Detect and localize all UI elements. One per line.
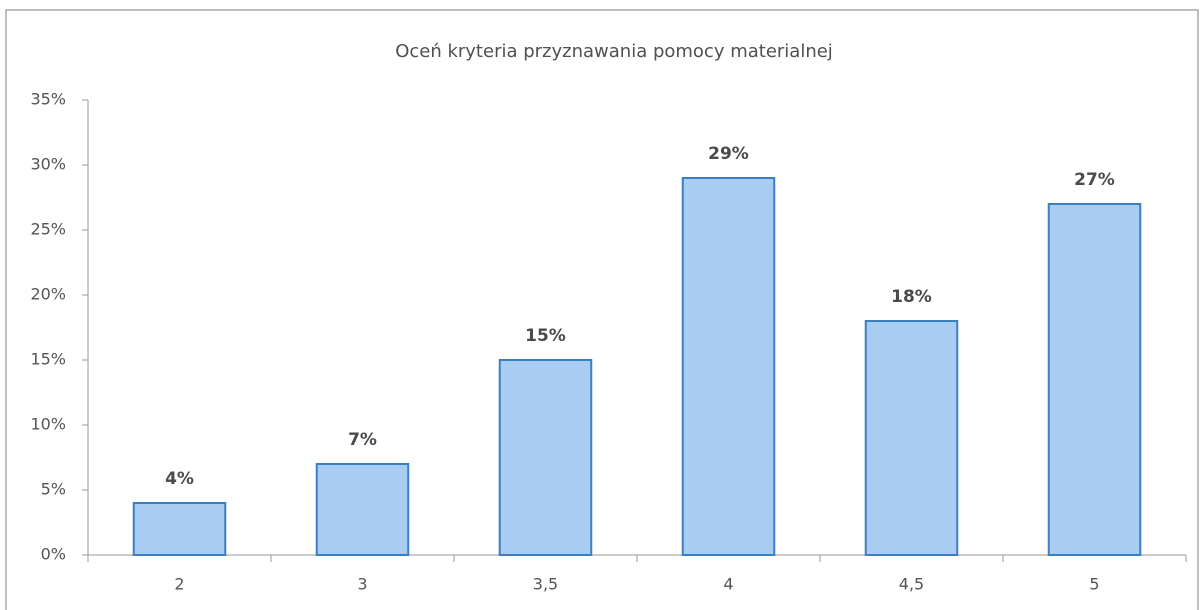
y-tick-label: 15% [30,350,66,369]
y-tick-label: 30% [30,155,66,174]
y-tick-label: 35% [30,90,66,109]
bar [132,502,227,556]
data-label: 29% [708,144,749,164]
bar [681,177,776,556]
data-label: 4% [165,469,194,489]
x-tick-label: 3 [357,575,367,594]
x-tick-label: 2 [174,575,184,594]
x-tick-label: 5 [1089,575,1099,594]
bar [498,359,593,556]
data-label: 7% [348,430,377,450]
data-label: 15% [525,326,566,346]
y-tick-label: 0% [41,545,66,564]
data-label: 27% [1074,170,1115,190]
y-tick-label: 25% [30,220,66,239]
y-tick-label: 20% [30,285,66,304]
y-tick-label: 5% [41,480,66,499]
bar [864,320,959,556]
data-label: 18% [891,287,932,307]
x-tick-label: 3,5 [533,575,558,594]
chart-title: Oceń kryteria przyznawania pomocy materi… [395,41,833,62]
x-tick-label: 4 [723,575,733,594]
bar [315,463,410,556]
bar [1047,203,1142,556]
y-tick-label: 10% [30,415,66,434]
x-tick-label: 4,5 [899,575,924,594]
